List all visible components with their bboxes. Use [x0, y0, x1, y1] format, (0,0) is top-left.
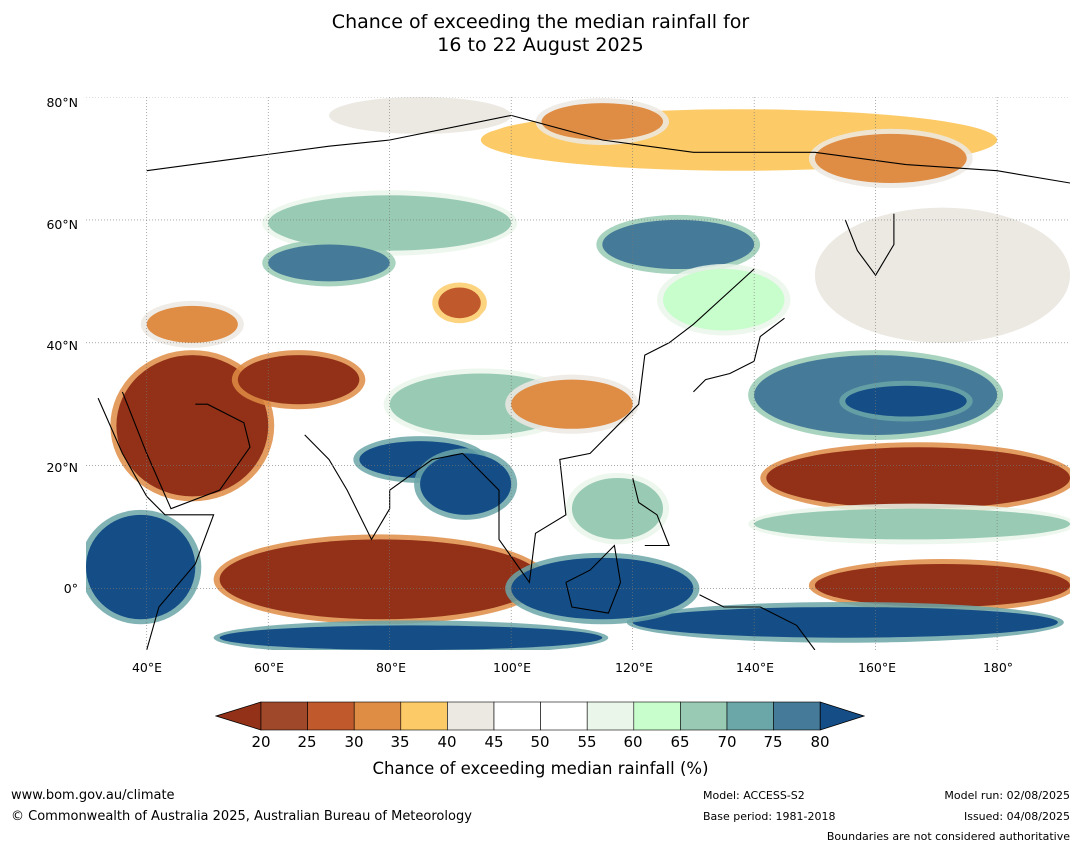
coastline-se-asia	[462, 268, 755, 584]
lon-label-40e: 40°E	[131, 660, 163, 675]
coastline-east-africa	[97, 397, 215, 650]
rainfall-region-equator-dry-east	[814, 563, 1070, 607]
colorbar-label: Chance of exceeding median rainfall (%)	[372, 759, 709, 778]
colorbar-cell	[400, 701, 448, 731]
rainfall-region-china-interior-neutral	[480, 293, 633, 368]
colorbar-under-arrow	[215, 701, 262, 731]
colorbar-cell	[540, 701, 588, 731]
lon-label-140e: 140°E	[735, 660, 775, 675]
rainfall-region-mongolia-dry	[438, 287, 481, 319]
lat-label-20n: 20°N	[46, 460, 78, 475]
colorbar-cell	[260, 701, 308, 731]
rainfall-region-scs-wet	[571, 477, 664, 540]
colorbar-cell	[586, 701, 635, 731]
colorbar-cell	[493, 701, 541, 731]
colorbar-cell	[633, 701, 681, 731]
rainfall-region-kamchatka-neutral	[814, 207, 1070, 343]
rainfall-region-pacific-dry-band	[766, 447, 1070, 509]
colorbar-tick: 80	[810, 733, 830, 751]
lat-label-80n: 80°N	[46, 95, 78, 110]
colorbar-tick: 60	[623, 733, 643, 751]
coastline-philippines	[632, 477, 670, 547]
rainfall-region-east-equator-wet	[632, 606, 1058, 638]
rainfall-map	[86, 97, 1070, 650]
colorbar-cell	[447, 701, 495, 731]
colorbar-tick: 20	[251, 733, 271, 751]
footer-issued: Issued: 04/08/2025	[963, 810, 1070, 823]
footer-copyright: © Commonwealth of Australia 2025, Austra…	[11, 809, 472, 824]
rainfall-region-mongolia-wet	[602, 219, 755, 270]
colorbar-over-arrow	[819, 701, 865, 731]
colorbar-tick: 45	[484, 733, 504, 751]
lon-label-160e: 160°E	[857, 660, 897, 675]
coastline-arabia	[121, 391, 251, 510]
coastline-japan	[693, 317, 785, 393]
colorbar-tick: 30	[344, 733, 364, 751]
rainfall-region-indian-ocean-wet	[219, 625, 603, 650]
rainfall-region-east-africa-wet	[86, 514, 196, 620]
colorbar-cell	[726, 701, 774, 731]
rainfall-region-china-dry-patch	[511, 379, 633, 429]
colorbar-tick: 55	[577, 733, 597, 751]
lat-label-40n: 40°N	[46, 338, 78, 353]
rainfall-region-bay-bengal-wet	[420, 453, 512, 515]
footer-boundaries-note: Boundaries are not considered authoritat…	[826, 830, 1070, 843]
lon-label-80e: 80°E	[375, 660, 407, 675]
rainfall-region-far-east-wet	[663, 269, 785, 331]
rainfall-region-arctic-near	[328, 97, 512, 134]
rainfall-region-caspian-dry	[146, 305, 238, 343]
rainfall-region-kazakh-wet	[268, 244, 390, 282]
lat-label-0: 0°	[63, 581, 78, 596]
rainfall-region-indian-ocean-dry	[219, 539, 542, 620]
map-title-line2: 16 to 22 August 2025	[437, 34, 644, 56]
lon-label-100e: 100°E	[492, 660, 532, 675]
footer-model-run: Model run: 02/08/2025	[944, 789, 1070, 802]
colorbar-tick: 35	[390, 733, 410, 751]
coastline-india	[304, 434, 463, 541]
map-title-line1: Chance of exceeding the median rainfall …	[331, 11, 750, 33]
colorbar	[215, 701, 865, 731]
coastline-arctic	[146, 114, 1070, 184]
colorbar-cell	[773, 701, 821, 731]
coastline-kamchatka	[844, 213, 895, 277]
colorbar-tick: 75	[763, 733, 783, 751]
lon-label-60e: 60°E	[253, 660, 285, 675]
rainfall-region-arabia-dry	[116, 355, 269, 497]
colorbar-tick: 25	[297, 733, 317, 751]
lon-label-180: 180°	[982, 660, 1014, 675]
rainfall-region-iran-dry	[237, 355, 360, 405]
colorbar-tick: 50	[530, 733, 550, 751]
lon-label-120e: 120°E	[614, 660, 654, 675]
footer-base-period: Base period: 1981-2018	[703, 810, 836, 823]
footer-model: Model: ACCESS-S2	[703, 789, 805, 802]
colorbar-cell	[680, 701, 728, 731]
colorbar-tick: 65	[670, 733, 690, 751]
coastline-new-guinea	[699, 594, 816, 650]
footer-website[interactable]: www.bom.gov.au/climate	[11, 788, 175, 803]
rainfall-region-west-siberia-wet	[268, 195, 512, 251]
colorbar-cell	[353, 701, 402, 731]
rainfall-region-pacific-wet-band	[754, 508, 1070, 540]
colorbar-tick: 70	[717, 733, 737, 751]
rainfall-region-siberia-dry-east	[814, 133, 967, 184]
colorbar-tick: 40	[437, 733, 457, 751]
rainfall-region-pacific-very-wet	[845, 385, 967, 417]
colorbar-cell	[307, 701, 355, 731]
coastline-borneo	[565, 544, 622, 614]
rainfall-region-arctic-dry-west	[541, 103, 664, 141]
lat-label-60n: 60°N	[46, 217, 78, 232]
rainfall-map-svg	[86, 97, 1070, 650]
